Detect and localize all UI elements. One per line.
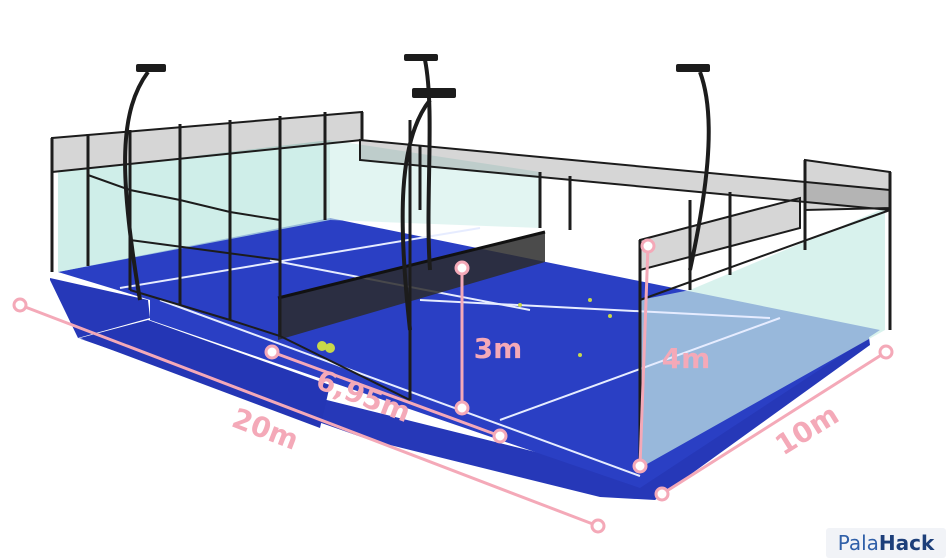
dimension-lines bbox=[19, 245, 887, 528]
padel-balls bbox=[317, 298, 612, 357]
logo-text-pala: Pala bbox=[837, 531, 879, 555]
logo-text-hack: Hack bbox=[878, 531, 935, 555]
dimension-mesh-height-label: 4m bbox=[662, 342, 711, 375]
side-cage bbox=[87, 174, 891, 401]
light-poles bbox=[123, 59, 711, 331]
palahack-logo: PalaHack bbox=[826, 528, 946, 558]
dimension-endpoints bbox=[12, 238, 894, 534]
right-glass-wall bbox=[640, 208, 885, 468]
light-heads bbox=[136, 54, 710, 98]
dimension-glass-height-label: 3m bbox=[474, 332, 523, 365]
